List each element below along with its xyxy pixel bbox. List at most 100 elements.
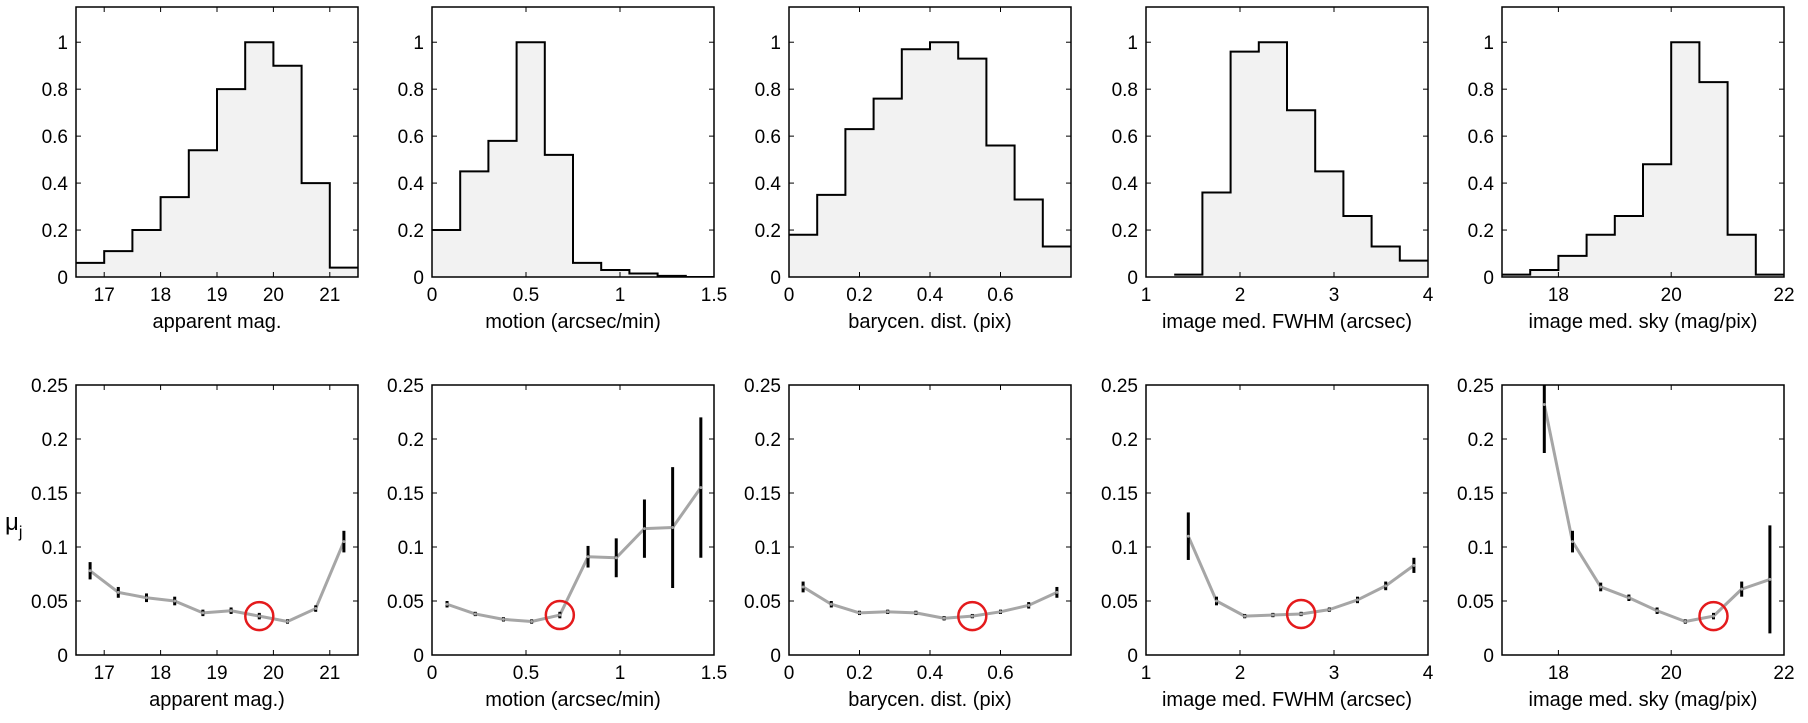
histogram-fill [1502, 42, 1784, 277]
y-tick-label: 0.2 [42, 430, 68, 451]
y-tick-label: 0 [1127, 268, 1138, 289]
x-tick-label: 0.4 [917, 663, 944, 684]
data-point [88, 569, 92, 573]
y-tick-label: 1 [770, 33, 781, 54]
x-tick-label: 1.5 [701, 663, 727, 684]
histogram-bar [1530, 270, 1558, 277]
data-point [886, 610, 890, 614]
plot-frame [431, 384, 715, 656]
x-tick-label: 1 [615, 663, 626, 684]
data-point [1243, 614, 1247, 618]
histogram-bar [986, 146, 1014, 277]
x-tick-label: 0.2 [846, 663, 872, 684]
data-point [801, 585, 805, 589]
optimum-highlight-circle [957, 600, 988, 632]
histogram-bar [902, 49, 930, 277]
data-point [699, 486, 703, 490]
x-tick-label: 0 [784, 285, 795, 306]
x-tick-label: 4 [1423, 663, 1434, 684]
histogram-bar [432, 230, 460, 277]
histogram-bar [1372, 246, 1400, 277]
x-axis-label: image med. FWHM (arcsec) [1162, 689, 1412, 711]
y-tick-label: 0.8 [1468, 80, 1494, 101]
x-tick-label: 22 [1773, 663, 1794, 684]
histogram-bar [1643, 164, 1671, 277]
x-axis-label: image med. sky (mag/pix) [1529, 311, 1758, 333]
y-tick-label: 0.15 [1101, 484, 1138, 505]
optimum-highlight-circle [244, 600, 275, 632]
optimum-highlight-circle [1698, 600, 1729, 632]
y-tick-label: 0.4 [1112, 174, 1139, 195]
y-tick-label: 1 [1127, 33, 1138, 54]
plot-frame [1501, 384, 1785, 656]
data-point [829, 602, 833, 606]
histogram-bar [874, 99, 902, 277]
histogram-bar [1043, 246, 1071, 277]
y-axis-label-subscript: j [18, 524, 23, 541]
x-tick-label: 0.4 [917, 285, 944, 306]
y-tick-label: 0 [770, 268, 781, 289]
y-tick-label: 0.15 [387, 484, 424, 505]
histogram-bar [1315, 171, 1343, 277]
histogram-outline [789, 41, 1071, 248]
series-line [89, 541, 346, 624]
x-axis-label: barycen. dist. (pix) [848, 689, 1011, 711]
data-point [229, 609, 233, 613]
y-tick-label: 0.1 [1112, 538, 1138, 559]
histogram-bar [789, 235, 817, 277]
data-point [1683, 620, 1687, 624]
x-axis-label: motion (arcsec/min) [485, 311, 661, 333]
histogram-panel-3: 0 0.2 0.4 0.6 0 0.2 0.4 0.6 0.8 1 barycen. dist. (… [755, 6, 1072, 333]
data-point [586, 555, 590, 559]
data-point [201, 611, 205, 615]
x-tick-label: 0.6 [987, 285, 1013, 306]
y-tick-label: 0.2 [1112, 430, 1138, 451]
plot-content [789, 41, 1071, 277]
data-point [942, 616, 946, 620]
y-tick-label: 0.2 [1112, 221, 1138, 242]
plot-frame [1145, 384, 1429, 656]
x-tick-label: 0 [784, 663, 795, 684]
histogram-bar [488, 141, 516, 277]
line-panel-5: 18 20 22 0 0.05 0.1 0.15 0.2 0.25 image med. sky … [1457, 376, 1795, 711]
x-tick-label: 20 [1661, 663, 1682, 684]
y-tick-label: 0.4 [755, 174, 782, 195]
plot-content [801, 581, 1059, 621]
data-point [642, 527, 646, 531]
histogram-panel-2: 0 0.5 1 1.5 0 0.2 0.4 0.6 0.8 1 motion (arcsec/min… [398, 6, 727, 333]
x-tick-label: 18 [1548, 663, 1569, 684]
histogram-bar [1202, 192, 1230, 277]
x-tick-label: 0.5 [513, 663, 539, 684]
x-axis-label: image med. sky (mag/pix) [1529, 689, 1758, 711]
histogram-bar [1231, 52, 1259, 277]
y-tick-label: 0.8 [1112, 80, 1138, 101]
x-tick-label: 17 [94, 285, 115, 306]
x-tick-label: 3 [1329, 285, 1340, 306]
plot-content [1542, 385, 1772, 634]
data-point [558, 613, 562, 617]
x-tick-label: 19 [206, 663, 227, 684]
x-axis-label: barycen. dist. (pix) [848, 311, 1011, 333]
histogram-bar [1400, 261, 1428, 277]
x-tick-label: 1.5 [701, 285, 727, 306]
histogram-bar [601, 270, 629, 277]
y-tick-label: 0 [1127, 646, 1138, 667]
line-panel-2: 0 0.5 1 1.5 0 0.05 0.1 0.15 0.2 0.25 motion (arcse… [387, 376, 727, 711]
data-point [1740, 587, 1744, 591]
data-point [914, 611, 918, 615]
histogram-bar [958, 59, 986, 277]
histogram-bar [273, 66, 301, 277]
line-panel-1: 17 18 19 20 21 0 0.05 0.1 0.15 0.2 0.25 apparent ma… [31, 376, 359, 711]
x-tick-label: 0.5 [513, 285, 539, 306]
histogram-bar [845, 129, 873, 277]
y-axis-label-main: μ [5, 509, 19, 536]
y-tick-label: 0 [770, 646, 781, 667]
y-tick-label: 0.05 [1101, 592, 1138, 613]
data-point [342, 540, 346, 544]
data-point [1299, 612, 1303, 616]
plot-frame [1501, 6, 1785, 278]
x-tick-label: 0.2 [846, 285, 872, 306]
histogram-bar [545, 155, 573, 277]
data-point [145, 596, 148, 600]
x-tick-label: 18 [1548, 285, 1569, 306]
